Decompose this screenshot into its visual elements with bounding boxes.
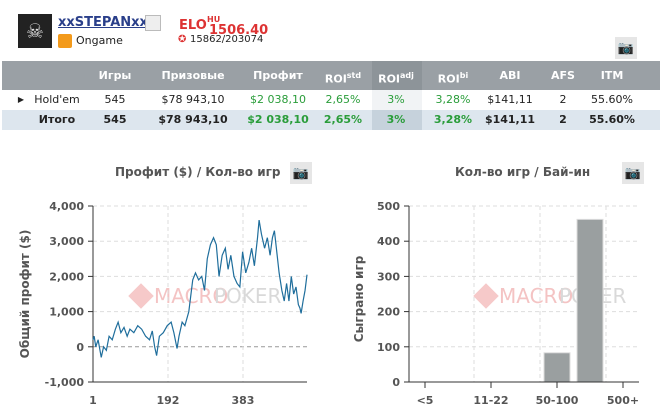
y-tick-label: 500 [377,200,400,213]
profit-chart-title: Профит ($) / Кол-во игр [115,165,281,179]
x-tick-label: 50-100 [536,394,579,407]
column-header: Призовые [161,69,225,82]
expand-arrow-icon[interactable]: ▶ [17,95,25,104]
column-header: ROIadj [378,71,414,86]
elo-rank: 15862/203074 [190,34,264,45]
profit-line [92,219,308,358]
elo-mode: HU [207,15,221,24]
y-tick-label: -1,000 [45,376,85,389]
x-tick-label: 192 [157,394,180,407]
table-cell: 2,65% [325,93,361,106]
table-total-row: Итого 545 $78 943,10 $2 038,10 2,65% 3% 3,28% $… [2,110,660,130]
x-tick-label: 11-22 [473,394,508,407]
column-header: Игры [98,69,132,82]
y-tick-label: 1,000 [49,306,84,319]
table-cell: $141,11 [487,93,533,106]
table-cell: 545 [103,113,127,126]
table-cell: 3% [387,93,405,106]
x-tick-label: 1 [89,394,97,407]
table-cell: 2 [559,113,567,126]
room-logo-icon [58,34,72,48]
y-tick-label: 0 [76,341,84,354]
avatar[interactable]: ☠ [18,14,52,48]
row-label: Итого [38,113,76,126]
column-header: Профит [253,69,303,82]
elo-label: ELO [179,18,207,33]
table-cell: $2 038,10 [250,93,306,106]
y-tick-label: 300 [377,270,400,283]
y-tick-label: 4,000 [49,200,84,213]
camera-icon[interactable]: 📷 [615,37,637,59]
table-cell: 2 [559,93,567,106]
bar [543,352,571,383]
watermark-logo-icon [128,283,154,309]
table-cell: 55.60% [589,113,635,126]
y-tick-label: 400 [377,235,400,248]
y-tick-label: 2,000 [49,270,84,283]
y-tick-label: 3,000 [49,235,84,248]
x-tick-label: <5 [417,394,434,407]
row-label: Hold'em [34,93,80,106]
table-row[interactable]: Hold'em 545 $78 943,10 $2 038,10 2,65% 3% 3,28… [2,90,660,110]
table-cell: $141,11 [484,113,536,126]
column-header: ROIstd [324,71,362,86]
y-axis-label: Сыграно игр [352,255,366,342]
table-cell: 3,28% [435,93,471,106]
table-cell: 3% [386,113,406,126]
table-cell: 3,28% [433,113,473,126]
column-header: ITM [600,69,624,82]
table-cell: 55.60% [591,93,633,106]
table-header: Игры Призовые Профит ROIstd ROIadj ROIbi ABI AF… [2,61,660,90]
watermark-text: POKER [214,284,282,308]
bar [576,218,604,383]
table-cell: $78 943,10 [161,93,225,106]
watermark-logo-icon [473,283,499,309]
column-header: AFS [551,69,575,82]
column-header: ROIbi [437,71,469,86]
table-cell: $78 943,10 [158,113,228,126]
table-cell: $2 038,10 [247,113,309,126]
room-name: Ongame [76,34,123,47]
elo-value: 1506.40 [209,23,269,38]
camera-icon[interactable]: 📷 [622,162,644,184]
medal-icon: ✪ [178,34,187,45]
watermark-text: MACRO [499,284,573,308]
note-icon[interactable] [145,15,161,31]
camera-icon[interactable]: 📷 [290,162,312,184]
y-tick-label: 0 [392,376,400,389]
table-cell: 2,65% [323,113,363,126]
y-axis-label: Общий профит ($) [18,230,32,359]
x-tick-label: 500+ [607,394,639,407]
column-header: ABI [499,69,521,82]
table-cell: 545 [104,93,126,106]
y-tick-label: 100 [377,341,400,354]
username-link[interactable]: xxSTEPANxx [58,15,148,30]
y-tick-label: 200 [377,306,400,319]
buyin-chart-title: Кол-во игр / Бай-ин [455,165,591,179]
x-tick-label: 383 [232,394,255,407]
